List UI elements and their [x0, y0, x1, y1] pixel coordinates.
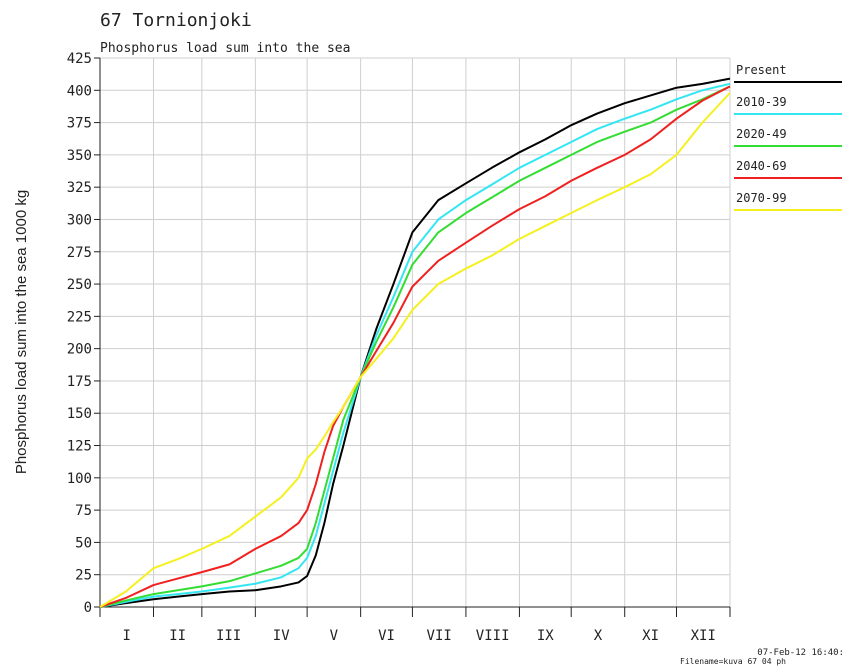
y-tick-label: 400 — [67, 83, 92, 99]
x-tick-label: VIII — [476, 628, 510, 644]
x-tick-label: VII — [427, 628, 452, 644]
y-tick-label: 175 — [67, 374, 92, 390]
series-line — [99, 82, 731, 608]
x-tick-label: VI — [378, 628, 395, 644]
footer-filename: Filename=kuva 67 04 ph — [680, 657, 786, 666]
legend-label: 2020-49 — [736, 127, 787, 141]
x-tick-label: XI — [642, 628, 659, 644]
y-tick-label: 425 — [67, 51, 92, 67]
x-tick-label: II — [169, 628, 186, 644]
y-tick-label: 0 — [84, 600, 92, 616]
legend-label: 2040-69 — [736, 159, 787, 173]
y-tick-label: 250 — [67, 277, 92, 293]
x-tick-label: IV — [273, 628, 290, 644]
y-tick-label: 75 — [75, 503, 92, 519]
series-line — [99, 92, 731, 608]
y-tick-label: 25 — [75, 568, 92, 584]
y-tick-label: 100 — [67, 471, 92, 487]
chart-subtitle: Phosphorus load sum into the sea — [100, 41, 350, 56]
y-tick-label: 300 — [67, 212, 92, 228]
y-axis-label: Phosphorus load sum into the sea 1000 kg — [13, 190, 30, 474]
y-tick-label: 200 — [67, 342, 92, 358]
legend-label: 2070-99 — [736, 191, 787, 205]
legend-label: Present — [736, 63, 787, 77]
x-tick-label: III — [216, 628, 241, 644]
x-tick-label: IX — [537, 628, 554, 644]
chart-title: 67 Tornionjoki — [100, 10, 252, 31]
x-tick-label: X — [594, 628, 603, 644]
y-tick-label: 325 — [67, 180, 92, 196]
series-line — [99, 85, 731, 608]
series-line — [99, 77, 731, 608]
y-tick-label: 275 — [67, 245, 92, 261]
series-line — [99, 85, 731, 608]
footer-date: 07-Feb-12 16:40: — [757, 648, 844, 658]
y-tick-label: 150 — [67, 406, 92, 422]
legend-label: 2010-39 — [736, 95, 787, 109]
y-tick-label: 125 — [67, 439, 92, 455]
x-tick-label: I — [123, 628, 131, 644]
y-tick-label: 225 — [67, 309, 92, 325]
x-tick-label: V — [330, 628, 339, 644]
x-tick-label: XII — [691, 628, 716, 644]
y-tick-label: 50 — [75, 535, 92, 551]
y-tick-label: 350 — [67, 148, 92, 164]
y-tick-label: 375 — [67, 116, 92, 132]
